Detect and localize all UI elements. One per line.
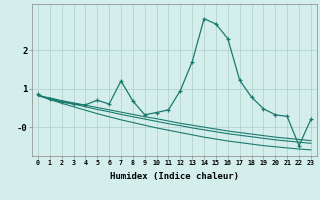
X-axis label: Humidex (Indice chaleur): Humidex (Indice chaleur) (110, 172, 239, 181)
